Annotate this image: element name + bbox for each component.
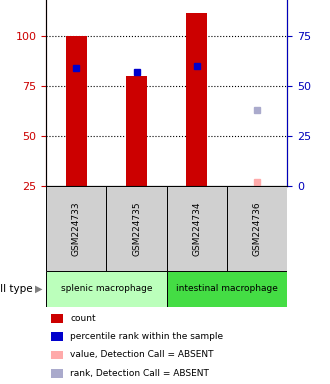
Text: percentile rank within the sample: percentile rank within the sample bbox=[70, 332, 223, 341]
Bar bbox=[51, 333, 63, 341]
Text: GSM224734: GSM224734 bbox=[192, 201, 201, 256]
Bar bbox=[51, 369, 63, 377]
Bar bbox=[167, 186, 227, 271]
Bar bbox=[227, 186, 287, 271]
Text: intestinal macrophage: intestinal macrophage bbox=[176, 285, 278, 293]
Bar bbox=[66, 36, 87, 186]
Text: cell type: cell type bbox=[0, 284, 33, 294]
Bar bbox=[106, 186, 167, 271]
Text: count: count bbox=[70, 314, 96, 323]
Bar bbox=[46, 271, 167, 307]
Text: rank, Detection Call = ABSENT: rank, Detection Call = ABSENT bbox=[70, 369, 209, 378]
Bar bbox=[51, 351, 63, 359]
Text: splenic macrophage: splenic macrophage bbox=[61, 285, 152, 293]
Text: value, Detection Call = ABSENT: value, Detection Call = ABSENT bbox=[70, 351, 214, 359]
Bar bbox=[51, 314, 63, 323]
Text: GSM224735: GSM224735 bbox=[132, 201, 141, 256]
Bar bbox=[167, 271, 287, 307]
Bar bbox=[46, 186, 106, 271]
Text: GSM224736: GSM224736 bbox=[252, 201, 261, 256]
Text: ▶: ▶ bbox=[35, 284, 43, 294]
Bar bbox=[126, 76, 147, 186]
Text: GSM224733: GSM224733 bbox=[72, 201, 81, 256]
Bar bbox=[186, 13, 207, 186]
